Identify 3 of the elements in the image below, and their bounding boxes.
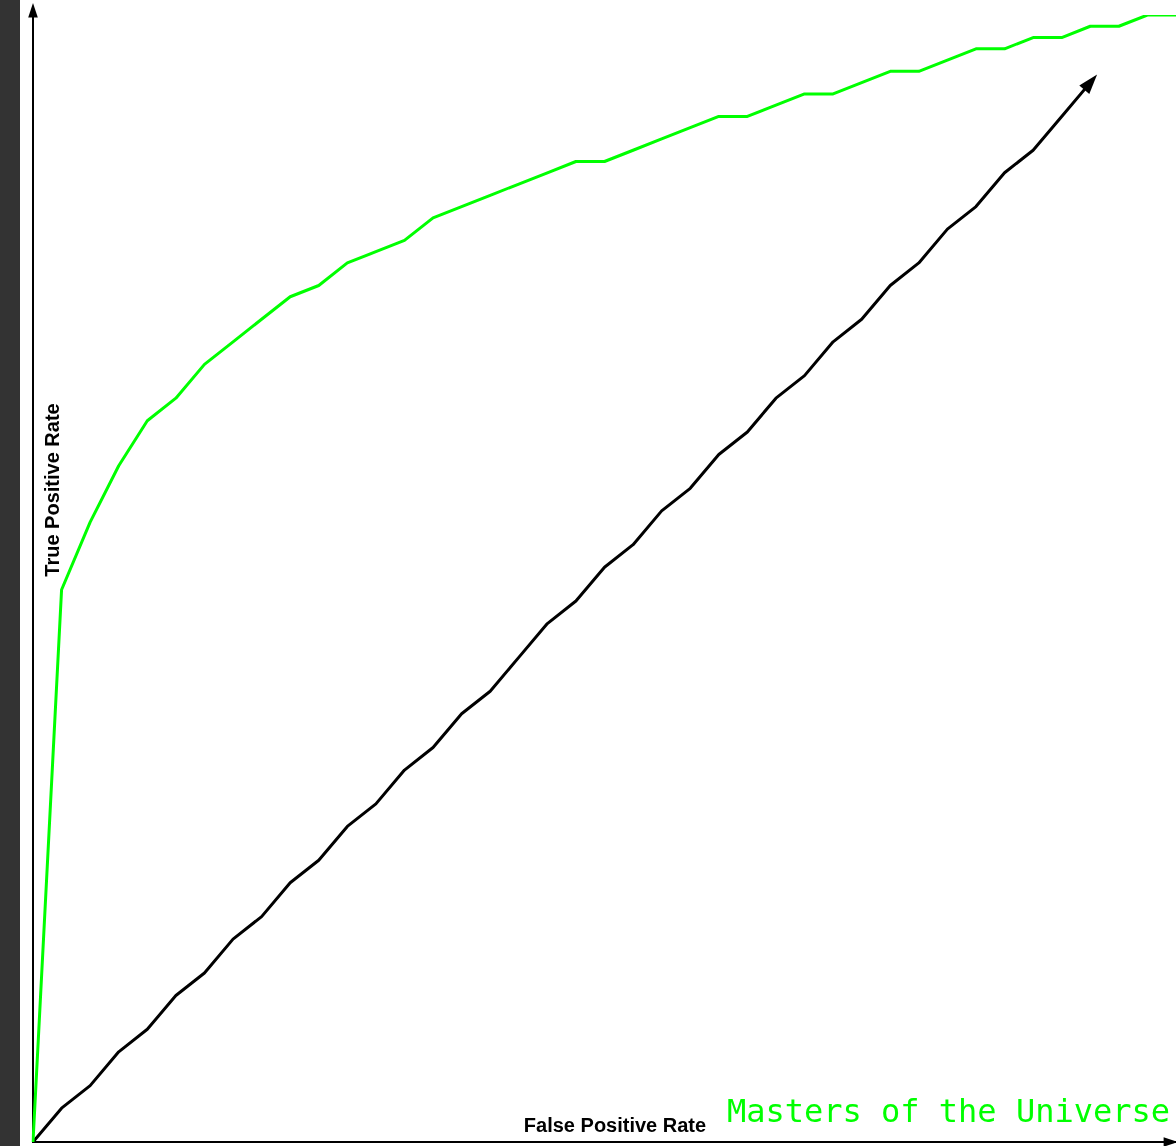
- text: Masters of the Universe: [726, 1092, 1170, 1131]
- y-axis-title: True Positive Rate: [40, 403, 63, 577]
- x-axis-title: False Positive Rate: [523, 1113, 707, 1136]
